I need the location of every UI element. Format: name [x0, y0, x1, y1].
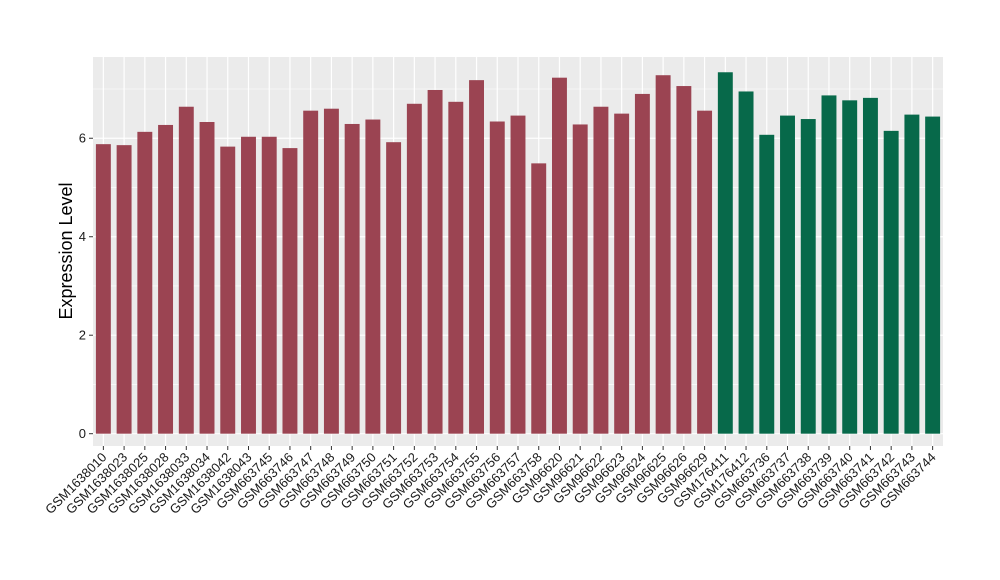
bar-GSM663740 [842, 100, 858, 434]
bar-GSM1638028 [158, 124, 174, 434]
bar-GSM663741 [862, 97, 878, 434]
bar-GSM663739 [821, 95, 837, 434]
bar-GSM96622 [593, 106, 609, 434]
bar-GSM176411 [717, 72, 733, 434]
bar-GSM1638042 [220, 146, 236, 434]
bar-GSM96624 [634, 93, 650, 434]
bar-GSM663753 [427, 89, 443, 434]
bar-GSM1638023 [116, 145, 132, 434]
bar-GSM176412 [738, 91, 754, 434]
bar-GSM663749 [344, 123, 360, 434]
bar-GSM663738 [800, 119, 816, 434]
y-tick-label: 4 [79, 229, 86, 244]
y-tick-label: 0 [79, 426, 86, 441]
x-axis: GSM1638010GSM1638023GSM1638025GSM1638028… [42, 446, 939, 517]
bar-GSM663744 [925, 116, 941, 434]
y-tick-label: 6 [79, 131, 86, 146]
bar-GSM663736 [759, 134, 775, 434]
bar-GSM663755 [469, 80, 484, 434]
bar-GSM663750 [365, 119, 381, 434]
bar-GSM1638010 [95, 144, 111, 434]
bar-GSM663742 [883, 130, 899, 434]
bar-GSM1638033 [178, 106, 194, 434]
y-axis-title: Expression Level [56, 182, 76, 319]
bar-GSM96625 [655, 75, 671, 434]
bar-GSM663756 [489, 121, 505, 434]
bar-GSM663737 [780, 115, 795, 434]
bar-GSM1638034 [199, 121, 215, 434]
bar-GSM663746 [282, 148, 298, 434]
bar-GSM663758 [531, 163, 547, 434]
bar-GSM663748 [323, 108, 339, 434]
y-tick-label: 2 [79, 328, 86, 343]
bar-GSM663743 [904, 114, 920, 434]
bar-GSM96621 [572, 124, 588, 434]
bars [95, 72, 941, 434]
bar-GSM663745 [261, 136, 277, 434]
bar-GSM1638043 [241, 136, 256, 434]
y-axis: 0 2 4 6 [79, 131, 93, 441]
bar-GSM663751 [386, 142, 402, 434]
bar-GSM96629 [697, 110, 713, 434]
bar-GSM663752 [406, 103, 422, 434]
bar-GSM96620 [552, 77, 567, 434]
bar-GSM1638025 [137, 131, 153, 434]
bar-GSM663754 [448, 101, 464, 434]
bar-GSM96623 [614, 113, 630, 434]
bar-GSM663757 [510, 115, 526, 434]
bar-GSM663747 [303, 110, 319, 434]
bar-GSM96626 [676, 86, 692, 434]
